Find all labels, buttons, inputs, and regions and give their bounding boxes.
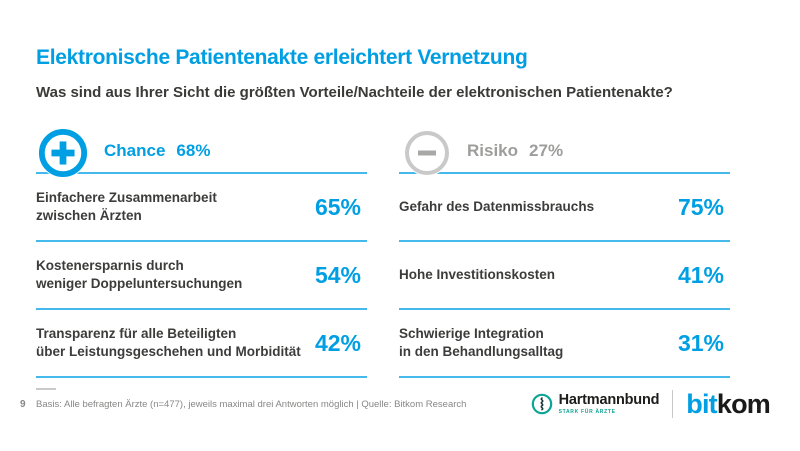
- column-chance-header: Chance 68%: [36, 128, 367, 178]
- bitkom-wordmark: bitkom: [686, 388, 771, 419]
- chance-label: Chance: [104, 141, 166, 160]
- stat-label: Schwierige Integration in den Behandlung…: [399, 326, 564, 359]
- plus-circle-icon: [38, 128, 88, 178]
- stat-row: Kostenersparnis durch weniger Doppelunte…: [36, 242, 367, 310]
- risiko-label: Risiko: [467, 141, 519, 160]
- chance-total: 68%: [176, 141, 211, 160]
- aesculapius-staff-icon: [531, 393, 553, 415]
- hartmannbund-name: Hartmannbund: [558, 391, 660, 408]
- logo-divider: [672, 390, 674, 418]
- stat-value: 31%: [677, 329, 724, 356]
- column-chance-title: Chance 68%: [104, 141, 210, 161]
- stat-value: 54%: [314, 261, 361, 288]
- logo-bar: Hartmannbund STARK FÜR ÄRZTE bitkom: [531, 385, 771, 423]
- stat-label: Kostenersparnis durch weniger Doppelunte…: [36, 258, 243, 291]
- stat-value: 65%: [314, 193, 361, 220]
- footnote-text: Basis: Alle befragten Ärzte (n=477), jew…: [36, 399, 467, 410]
- hartmannbund-logo: Hartmannbund STARK FÜR ÄRZTE: [531, 393, 660, 416]
- stats-columns: Chance 68% Einfachere Zusammenarbeit zwi…: [36, 128, 730, 378]
- stat-label: Hohe Investitionskosten: [399, 267, 556, 283]
- bitkom-wordmark-kom: kom: [716, 388, 771, 419]
- bitkom-wordmark-bit: bit: [686, 388, 717, 419]
- stat-label: Transparenz für alle Beteiligten über Le…: [36, 326, 301, 359]
- column-risiko-title: Risiko 27%: [467, 141, 563, 161]
- column-chance: Chance 68% Einfachere Zusammenarbeit zwi…: [36, 128, 367, 378]
- page-subtitle: Was sind aus Ihrer Sicht die größten Vor…: [36, 84, 673, 101]
- stat-row: Schwierige Integration in den Behandlung…: [399, 310, 730, 378]
- hartmannbund-tagline: STARK FÜR ÄRZTE: [558, 409, 616, 416]
- column-risiko-header: Risiko 27%: [399, 128, 730, 176]
- stat-row: Einfachere Zusammenarbeit zwischen Ärzte…: [36, 174, 367, 242]
- stat-value: 41%: [677, 261, 724, 288]
- stat-row: Hohe Investitionskosten 41%: [399, 242, 730, 310]
- stat-row: Gefahr des Datenmissbrauchs 75%: [399, 174, 730, 242]
- page-title: Elektronische Patientenakte erleichtert …: [36, 46, 528, 69]
- stat-label: Gefahr des Datenmissbrauchs: [399, 199, 595, 215]
- risiko-total: 27%: [529, 141, 564, 160]
- page-number: 9: [20, 399, 26, 410]
- stat-label: Einfachere Zusammenarbeit zwischen Ärzte…: [36, 190, 217, 223]
- hartmannbund-wordmark: Hartmannbund STARK FÜR ÄRZTE: [559, 393, 660, 416]
- column-risiko: Risiko 27% Gefahr des Datenmissbrauchs 7…: [399, 128, 730, 378]
- stat-row: Transparenz für alle Beteiligten über Le…: [36, 310, 367, 378]
- footnote-divider: [36, 388, 56, 390]
- stat-value: 42%: [314, 329, 361, 356]
- minus-circle-icon: [404, 130, 450, 176]
- stat-value: 75%: [677, 193, 724, 220]
